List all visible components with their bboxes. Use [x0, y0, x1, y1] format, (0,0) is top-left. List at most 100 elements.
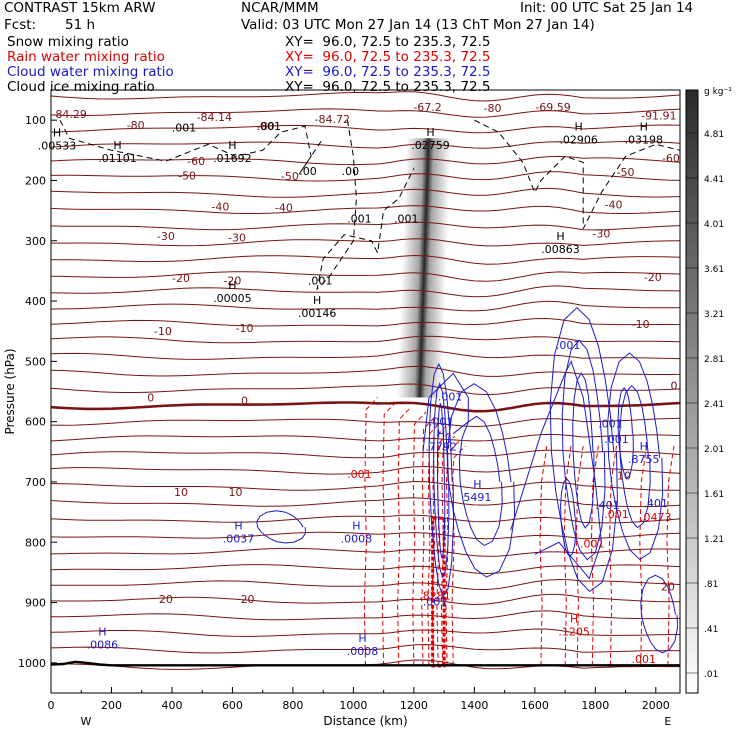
rain-contour — [427, 421, 442, 666]
isotherm — [51, 593, 680, 606]
isotherm — [51, 238, 680, 247]
field-name-cloud-water: Cloud water mixing ratio — [7, 64, 174, 80]
maximum-value: .0086 — [87, 639, 119, 652]
x-tick-label: 1200 — [400, 699, 428, 712]
rain-contour — [666, 445, 675, 666]
isotherm-label: 20 — [159, 593, 173, 606]
maximum-value: .01101 — [98, 152, 137, 165]
isotherm-label: -80 — [484, 102, 502, 115]
cloud-water-contour — [510, 360, 602, 580]
contour-value-label: .001 — [580, 537, 605, 550]
maximum-value: .02906 — [559, 133, 598, 146]
isotherm-label: 10 — [617, 469, 631, 482]
forecast-hour: 51 h — [65, 17, 96, 33]
isotherm-label: -69.59 — [535, 101, 570, 114]
isotherm — [51, 350, 680, 360]
isotherm — [51, 155, 680, 166]
isotherm-label: -84.29 — [51, 108, 86, 121]
colorbar-tick-label: 3.61 — [704, 265, 724, 275]
isotherm-label: 10 — [174, 486, 188, 499]
isotherm — [51, 108, 680, 118]
isotherm-label: -50 — [617, 166, 635, 179]
snow-contour — [474, 119, 680, 229]
maximum-marker: H — [352, 520, 360, 533]
contour-value-label: .00 — [342, 165, 360, 178]
y-tick-label: 600 — [25, 416, 46, 429]
maximum-marker: H — [556, 230, 564, 243]
y-tick-label: 300 — [25, 235, 46, 248]
field-xy-cloud-ice: XY= 96.0, 72.5 to 235.3, 72.5 — [285, 79, 491, 95]
isotherm — [51, 578, 680, 591]
colorbar-tick-label: .41 — [704, 625, 718, 635]
cloud-water-contour — [428, 362, 455, 598]
isotherm-label: -30 — [592, 228, 610, 241]
isotherm — [51, 610, 680, 621]
isotherm-label: 10 — [228, 486, 242, 499]
maximum-marker: H — [98, 626, 106, 639]
isotherm-label: -20 — [172, 272, 190, 285]
cloud-water-contour — [560, 478, 577, 557]
cloud-water-contour — [619, 385, 651, 529]
isotherm — [51, 205, 680, 214]
contour-value-label: .001 — [604, 433, 629, 446]
isotherm — [51, 628, 680, 637]
y-tick-label: 500 — [25, 355, 46, 368]
rain-contour — [440, 435, 456, 666]
colorbar-tick-label: 3.21 — [704, 310, 724, 320]
terrain-line — [51, 660, 680, 667]
isotherm — [51, 317, 680, 327]
isotherm — [51, 514, 680, 524]
maximum-marker: H — [358, 632, 366, 645]
cloud-water-contour — [436, 403, 446, 559]
maximum-marker: H — [234, 520, 242, 533]
colorbar-tick-label: 4.81 — [704, 130, 724, 140]
snow-shading — [396, 138, 452, 398]
cloud-water-contour — [561, 339, 606, 561]
field-name-snow: Snow mixing ratio — [7, 34, 129, 50]
isotherm-label: 20 — [241, 593, 255, 606]
maximum-value: .8281 — [419, 589, 451, 602]
rain-contour — [539, 445, 548, 666]
isotherm-label: -50 — [178, 170, 196, 183]
isotherm — [51, 124, 680, 134]
rain-contour — [590, 445, 599, 666]
isotherm — [51, 91, 680, 102]
x-tick-label: 1800 — [581, 699, 609, 712]
colorbar-tick-label: 2.01 — [704, 445, 724, 455]
isotherm — [51, 300, 680, 312]
maximum-value: .00533 — [38, 139, 77, 152]
contour-value-label: .001 — [631, 653, 656, 666]
contour-value-label: .001 — [429, 416, 454, 429]
isotherm — [51, 547, 680, 557]
isotherm-label: -30 — [228, 232, 246, 245]
isotherm-label: -40 — [211, 200, 229, 213]
maximum-value: .8755 — [628, 453, 660, 466]
y-tick-label: 700 — [25, 476, 46, 489]
y-axis-title: Pressure (hPa) — [3, 348, 17, 434]
colorbar — [685, 89, 699, 694]
isotherm-label: -80 — [127, 119, 145, 132]
snow-shading-core — [396, 138, 452, 398]
snow-contour — [59, 119, 324, 175]
field-name-rain: Rain water mixing ratio — [7, 49, 165, 65]
isotherm-label: 20 — [661, 580, 675, 593]
isotherm — [51, 187, 680, 198]
field-xy-cloud-water: XY= 96.0, 72.5 to 235.3, 72.5 — [285, 64, 491, 80]
maximum-marker: H — [426, 126, 434, 139]
rain-contour — [397, 406, 412, 666]
y-tick-label: 100 — [25, 114, 46, 127]
x-tick-label: 200 — [101, 699, 122, 712]
maximum-marker: H — [113, 139, 121, 152]
colorbar-tick-label: 2.41 — [704, 400, 724, 410]
cloud-water-contour — [549, 307, 618, 593]
cloud-water-contour — [422, 372, 469, 452]
isotherm — [51, 221, 680, 231]
isotherm-label: -20 — [223, 275, 241, 288]
isotherm-label: -10 — [236, 322, 254, 335]
isotherm-label: 0 — [147, 392, 154, 405]
init-time: Init: 00 UTC Sat 25 Jan 14 — [520, 0, 694, 16]
maximum-marker: H — [473, 478, 481, 491]
isotherm-label: -20 — [644, 271, 662, 284]
isotherm — [51, 335, 680, 344]
